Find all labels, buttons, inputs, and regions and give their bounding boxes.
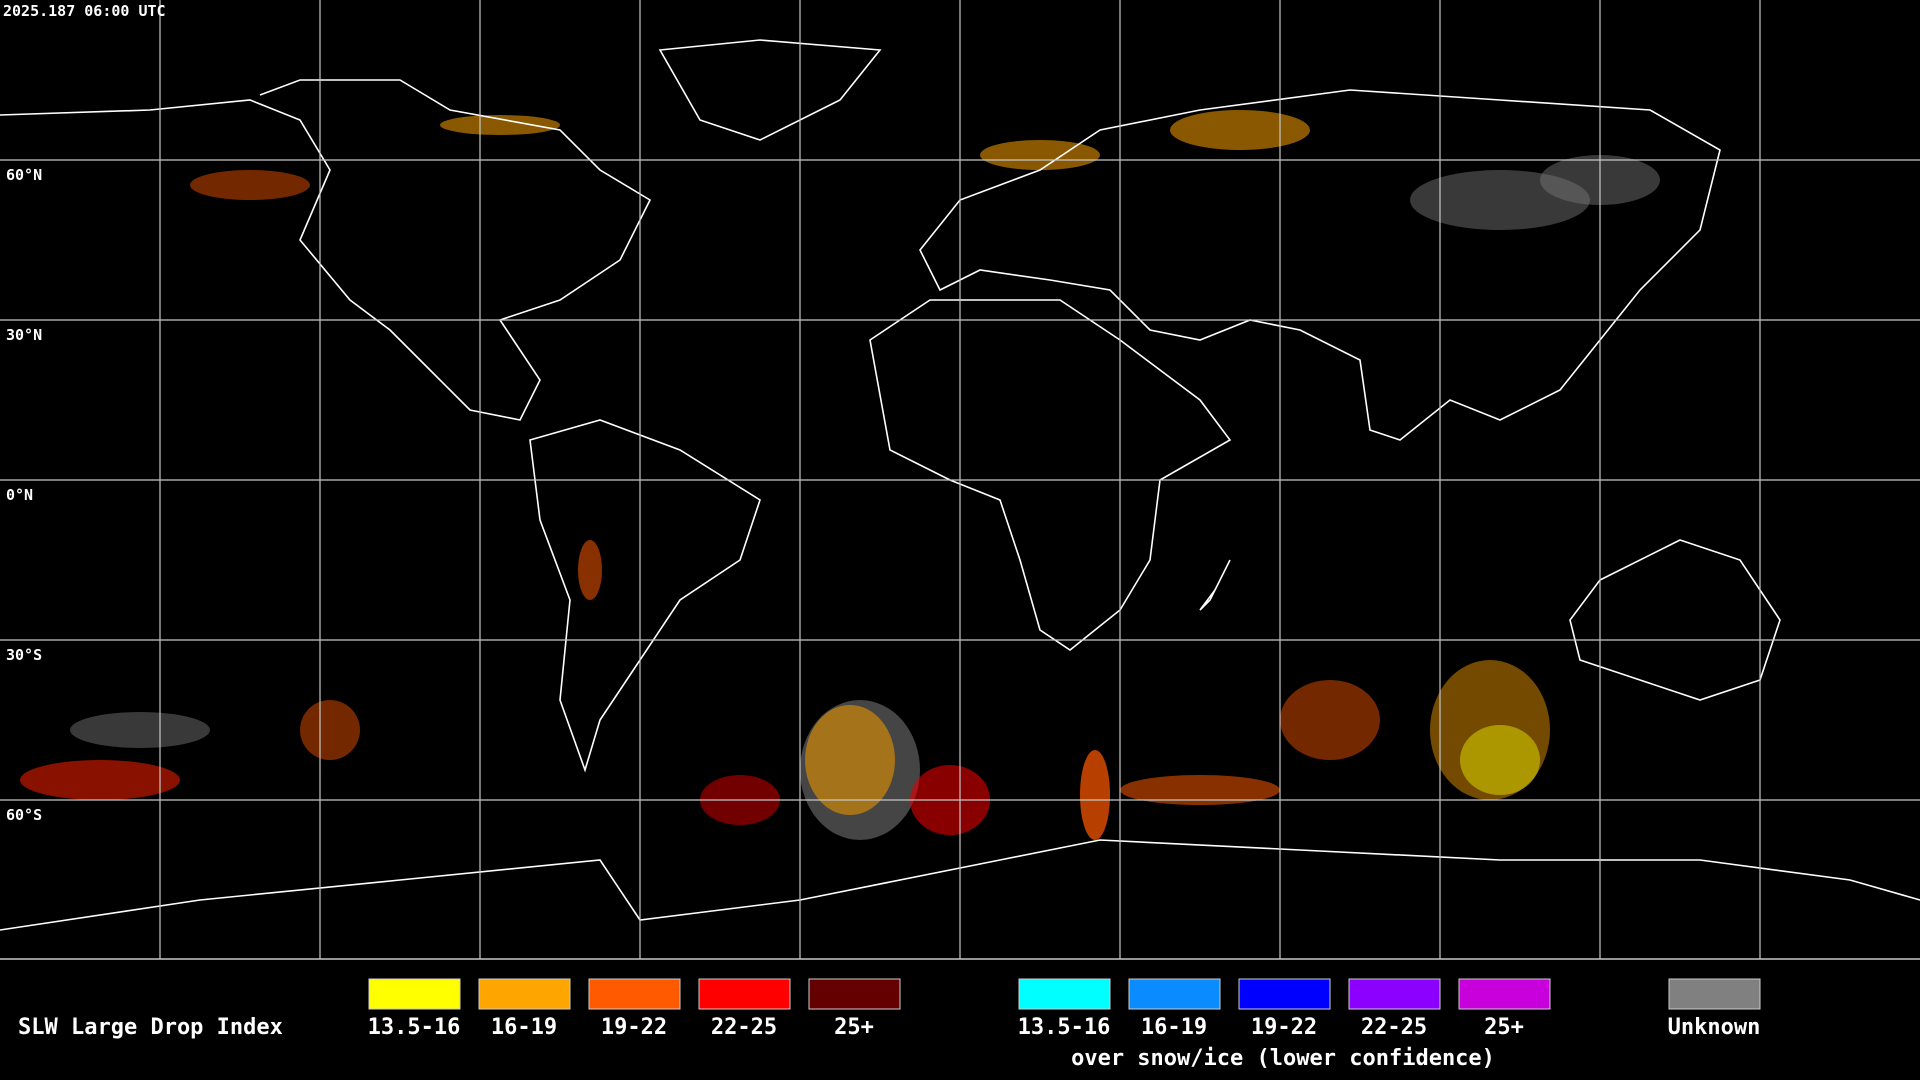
legend-swatch — [1458, 978, 1551, 1010]
legend-label: 25+ — [1484, 1015, 1524, 1040]
timestamp: 2025.187 06:00 UTC — [3, 2, 166, 20]
latitude-label: 0°N — [6, 486, 33, 504]
legend-swatch — [808, 978, 901, 1010]
legend-swatch — [1668, 978, 1761, 1010]
cloud-patches — [20, 110, 1660, 840]
legend-label: 25+ — [834, 1015, 874, 1040]
legend-swatch — [1018, 978, 1111, 1010]
legend-swatch — [1348, 978, 1441, 1010]
legend-label: Unknown — [1668, 1015, 1761, 1040]
legend-label: 22-25 — [711, 1015, 777, 1040]
map: 60°N 30°N 0°N 30°S 60°S 2025.187 06:00 UTC — [0, 0, 1920, 960]
legend-label: 13.5-16 — [368, 1015, 461, 1040]
legend-swatch — [1128, 978, 1221, 1010]
legend-swatch — [588, 978, 681, 1010]
legend-swatch — [478, 978, 571, 1010]
legend-title: SLW Large Drop Index — [18, 1015, 283, 1040]
legend: SLW Large Drop Index 13.5-16 16-19 19-22 22-… — [18, 978, 1761, 1071]
legend-label: 19-22 — [1251, 1015, 1317, 1040]
latitude-label: 60°S — [6, 806, 42, 824]
legend-swatch — [698, 978, 791, 1010]
latitude-label: 60°N — [6, 166, 42, 184]
latitude-label: 30°N — [6, 326, 42, 344]
legend-label: 19-22 — [601, 1015, 667, 1040]
latitude-label: 30°S — [6, 646, 42, 664]
legend-label: 13.5-16 — [1018, 1015, 1111, 1040]
legend-swatch — [368, 978, 461, 1010]
snow-caption: over snow/ice (lower confidence) — [1071, 1046, 1495, 1071]
legend-label: 16-19 — [491, 1015, 557, 1040]
legend-label: 16-19 — [1141, 1015, 1207, 1040]
legend-label: 22-25 — [1361, 1015, 1427, 1040]
legend-swatch — [1238, 978, 1331, 1010]
